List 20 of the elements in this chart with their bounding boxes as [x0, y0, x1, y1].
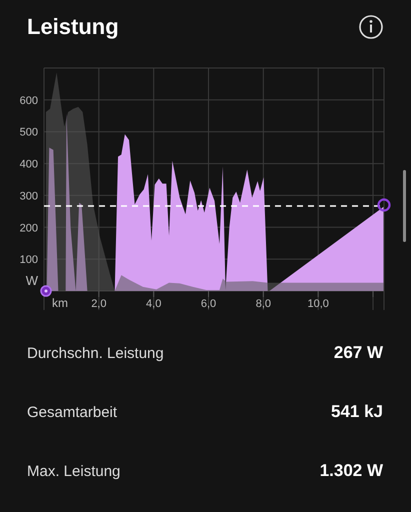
y-tick-label: 500 — [20, 126, 38, 139]
text: Max. Leistung — [27, 463, 120, 480]
x-axis-title: km — [52, 296, 68, 310]
text: Durchschn. Leistung — [27, 345, 164, 362]
chart-title: Leistung — [27, 14, 119, 39]
x-tick-label: 4,0 — [146, 298, 162, 310]
y-axis-title: W — [26, 273, 39, 288]
y-tick-label: 600 — [20, 94, 38, 107]
text: 1.302 W — [320, 461, 384, 480]
x-tick-label: 8,0 — [256, 298, 272, 310]
x-tick-label: 6,0 — [200, 298, 216, 310]
text: 541 kJ — [331, 402, 383, 421]
x-tick-label: 2,0 — [91, 298, 106, 310]
y-tick-label: 200 — [20, 222, 38, 234]
text: Gesamtarbeit — [27, 404, 118, 421]
y-tick-label: 100 — [20, 254, 38, 266]
y-tick-label: 400 — [20, 158, 38, 171]
y-tick-label: 300 — [20, 190, 38, 202]
x-tick-label: 10,0 — [307, 298, 329, 310]
text: 267 W — [334, 343, 384, 362]
